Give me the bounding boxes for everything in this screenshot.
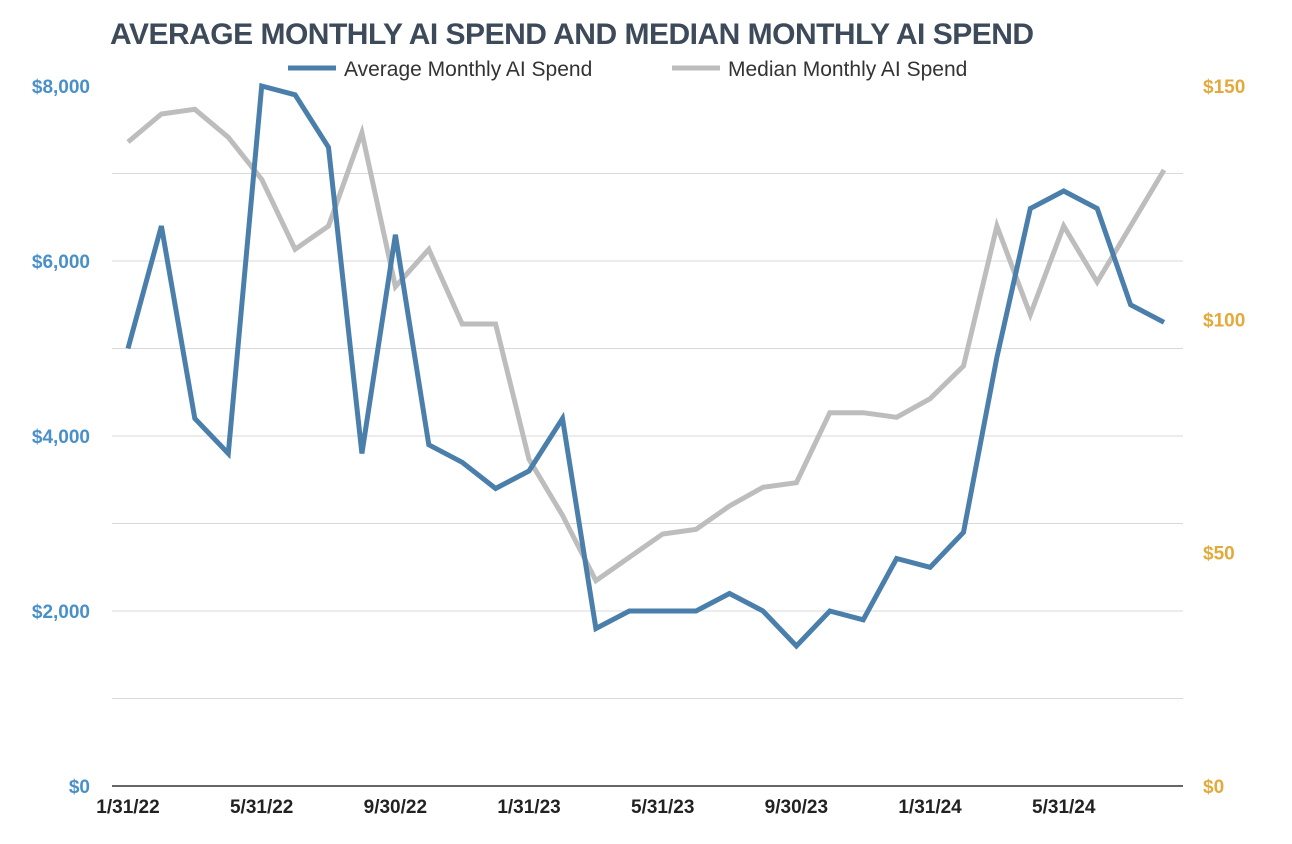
series-lines xyxy=(125,82,1167,650)
left-y-tick-label: $6,000 xyxy=(32,252,90,273)
x-axis: 1/31/22 5/31/22 9/30/22 1/31/23 5/31/23 9/30/… xyxy=(96,797,1096,818)
legend-label-average: Average Monthly AI Spend xyxy=(344,58,592,81)
right-y-axis: $0 $50 $100 $150 xyxy=(1203,77,1245,798)
right-y-tick-label: $0 xyxy=(1203,777,1224,798)
right-y-tick-label: $150 xyxy=(1203,77,1245,98)
legend-label-median: Median Monthly AI Spend xyxy=(728,58,967,81)
x-tick-label: 5/31/24 xyxy=(1032,797,1096,818)
series-line-average xyxy=(125,82,1166,650)
x-tick-label: 1/31/23 xyxy=(497,797,560,818)
right-y-tick-label: $50 xyxy=(1203,544,1235,565)
left-y-axis: $0 $2,000 $4,000 $6,000 $8,000 xyxy=(32,77,90,798)
left-y-tick-label: $0 xyxy=(69,777,90,798)
x-tick-label: 9/30/22 xyxy=(364,797,427,818)
chart-title: AVERAGE MONTHLY AI SPEND AND MEDIAN MONT… xyxy=(110,18,1034,51)
left-y-tick-label: $4,000 xyxy=(32,427,90,448)
x-tick-label: 5/31/22 xyxy=(230,797,293,818)
left-y-tick-label: $2,000 xyxy=(32,602,90,623)
legend: Average Monthly AI Spend Median Monthly … xyxy=(288,58,967,81)
left-y-tick-label: $8,000 xyxy=(32,77,90,98)
x-tick-label: 1/31/24 xyxy=(898,797,962,818)
right-y-tick-label: $100 xyxy=(1203,310,1245,331)
series-line-median xyxy=(126,106,1167,585)
x-tick-label: 9/30/23 xyxy=(765,797,828,818)
x-tick-label: 5/31/23 xyxy=(631,797,694,818)
x-tick-label: 1/31/22 xyxy=(96,797,159,818)
gridlines xyxy=(112,173,1183,699)
